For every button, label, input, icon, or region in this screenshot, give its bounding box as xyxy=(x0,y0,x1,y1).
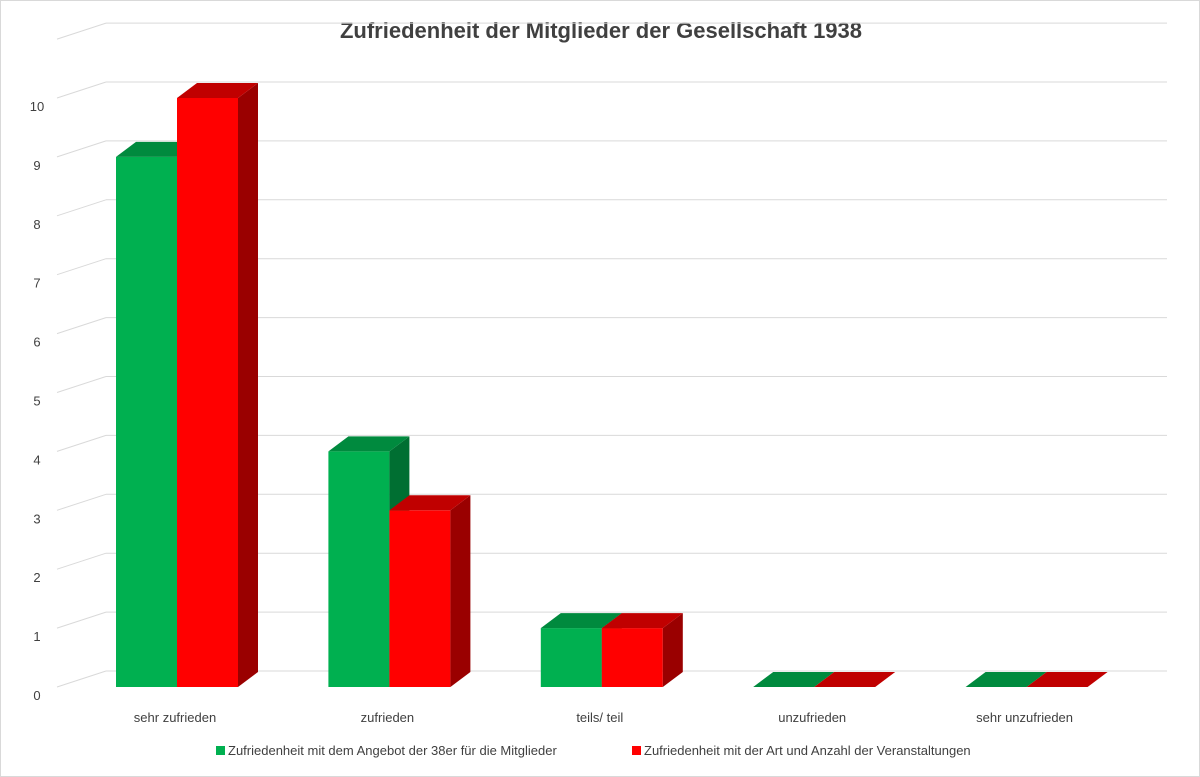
x-category-label: sehr zufrieden xyxy=(134,710,216,725)
x-axis-categories: sehr zufrieden zufrieden teils/ teil unzufr… xyxy=(134,710,1073,725)
legend-swatch xyxy=(632,746,641,755)
bar-green-4 xyxy=(965,672,1047,687)
bar-red-2 xyxy=(601,613,683,687)
gridline-10 xyxy=(56,81,1167,99)
x-category-label: zufrieden xyxy=(361,710,414,725)
legend-item-2: Zufriedenheit mit der Art und Anzahl der… xyxy=(632,743,971,758)
legend-label: Zufriedenheit mit dem Angebot der 38er f… xyxy=(228,743,557,758)
gridline-8 xyxy=(56,199,1167,217)
bar-red-3 xyxy=(814,672,896,687)
bar-red-0 xyxy=(177,83,258,687)
bar-green-3 xyxy=(753,672,835,687)
y-tick-label: 6 xyxy=(33,335,40,350)
y-tick-label: 3 xyxy=(33,511,40,526)
gridline-2 xyxy=(56,552,1167,570)
y-tick-label: 7 xyxy=(33,276,40,291)
legend-swatch xyxy=(216,746,225,755)
gridlines xyxy=(56,22,1167,688)
gridline-7 xyxy=(56,258,1167,276)
y-tick-label: 8 xyxy=(33,217,40,232)
chart-title: Zufriedenheit der Mitglieder der Gesells… xyxy=(340,18,862,43)
bar-green-0 xyxy=(116,141,197,687)
y-tick-label: 9 xyxy=(33,158,40,173)
gridline-1 xyxy=(56,611,1167,629)
gridline-6 xyxy=(56,317,1167,335)
x-category-label: unzufrieden xyxy=(778,710,846,725)
bars xyxy=(116,83,1108,687)
bar-red-4 xyxy=(1026,672,1108,687)
y-tick-label: 4 xyxy=(33,452,40,467)
gridline-5 xyxy=(56,376,1167,393)
x-category-label: teils/ teil xyxy=(576,710,623,725)
gridline-4 xyxy=(56,434,1167,452)
bar-red-1 xyxy=(389,495,471,687)
x-category-label: sehr unzufrieden xyxy=(976,710,1073,725)
legend: Zufriedenheit mit dem Angebot der 38er f… xyxy=(216,743,971,758)
y-tick-label: 5 xyxy=(33,394,40,409)
y-tick-label: 10 xyxy=(30,99,44,114)
legend-item-1: Zufriedenheit mit dem Angebot der 38er f… xyxy=(216,743,557,758)
y-tick-label: 0 xyxy=(33,688,40,703)
y-tick-label: 1 xyxy=(33,629,40,644)
gridline-top xyxy=(56,22,1167,40)
gridline-3 xyxy=(56,493,1167,511)
y-axis-ticks: 0 1 2 3 4 5 6 7 8 9 10 xyxy=(30,99,44,703)
legend-label: Zufriedenheit mit der Art und Anzahl der… xyxy=(644,743,971,758)
y-tick-label: 2 xyxy=(33,570,40,585)
gridline-9 xyxy=(56,140,1167,158)
